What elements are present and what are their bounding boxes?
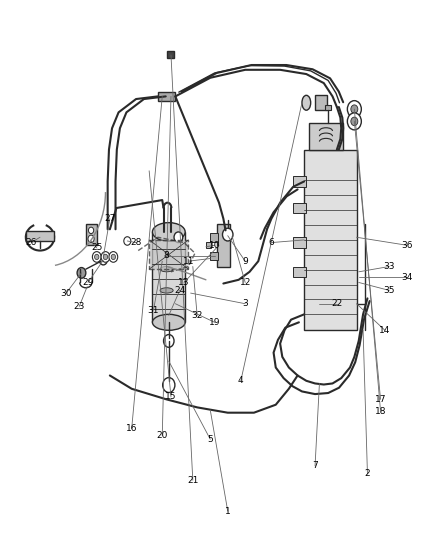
Text: 34: 34 [401,273,413,281]
Text: 10: 10 [209,241,220,250]
Text: 23: 23 [74,302,85,311]
Text: 25: 25 [91,244,102,253]
Circle shape [347,113,361,130]
Circle shape [223,228,233,241]
Bar [293,176,306,187]
Ellipse shape [302,95,311,110]
Text: 28: 28 [131,238,142,247]
Text: 5: 5 [207,435,213,444]
Circle shape [99,255,107,265]
Text: 1: 1 [225,506,231,515]
Bar [217,224,230,266]
Circle shape [347,101,361,118]
Text: 35: 35 [384,286,395,295]
Text: 4: 4 [238,376,244,385]
Text: 6: 6 [268,238,274,247]
Text: 31: 31 [148,305,159,314]
Ellipse shape [152,223,185,241]
Text: 14: 14 [379,326,391,335]
Circle shape [101,252,110,262]
Circle shape [351,105,358,114]
Text: 18: 18 [375,407,386,416]
Bar [293,203,306,213]
Text: 26: 26 [25,238,37,247]
Text: 16: 16 [126,424,138,433]
Circle shape [109,252,118,262]
Circle shape [92,252,101,262]
Bar [315,95,327,110]
Text: 11: 11 [183,257,194,265]
Circle shape [111,254,116,260]
Bar [152,232,185,322]
Bar [304,150,357,330]
Text: 29: 29 [82,278,94,287]
Bar [325,106,331,110]
Ellipse shape [160,266,173,272]
Text: 17: 17 [375,395,386,404]
Bar [308,123,343,150]
Bar [210,233,218,241]
Text: 13: 13 [178,278,190,287]
Text: 7: 7 [312,462,318,470]
Text: 2: 2 [365,470,370,478]
Text: 3: 3 [242,299,248,308]
Bar [167,51,174,58]
Bar [26,231,54,241]
Circle shape [77,268,86,278]
Bar [149,240,188,269]
Text: 32: 32 [191,311,203,320]
Bar [293,266,306,277]
Text: 20: 20 [156,431,168,440]
Text: 9: 9 [242,257,248,265]
Bar [158,92,175,101]
Text: 19: 19 [209,318,220,327]
Circle shape [124,237,131,245]
Circle shape [162,377,175,392]
Text: 8: 8 [164,252,170,260]
Text: 33: 33 [384,262,395,271]
Text: 21: 21 [187,476,198,484]
Text: 27: 27 [104,214,116,223]
Text: 22: 22 [331,299,343,308]
Bar [293,237,306,248]
Circle shape [88,235,94,243]
Circle shape [174,232,183,243]
Circle shape [351,117,358,126]
Text: 30: 30 [60,288,72,297]
Text: 24: 24 [174,286,185,295]
Circle shape [88,227,94,233]
Circle shape [95,254,99,260]
Bar [210,252,218,260]
Ellipse shape [160,288,173,293]
Circle shape [103,254,108,260]
Ellipse shape [152,314,185,330]
Text: 15: 15 [165,392,177,401]
Circle shape [163,335,174,348]
Bar [206,241,211,248]
Bar [86,224,97,245]
Text: 36: 36 [401,241,413,250]
Text: 12: 12 [240,278,251,287]
